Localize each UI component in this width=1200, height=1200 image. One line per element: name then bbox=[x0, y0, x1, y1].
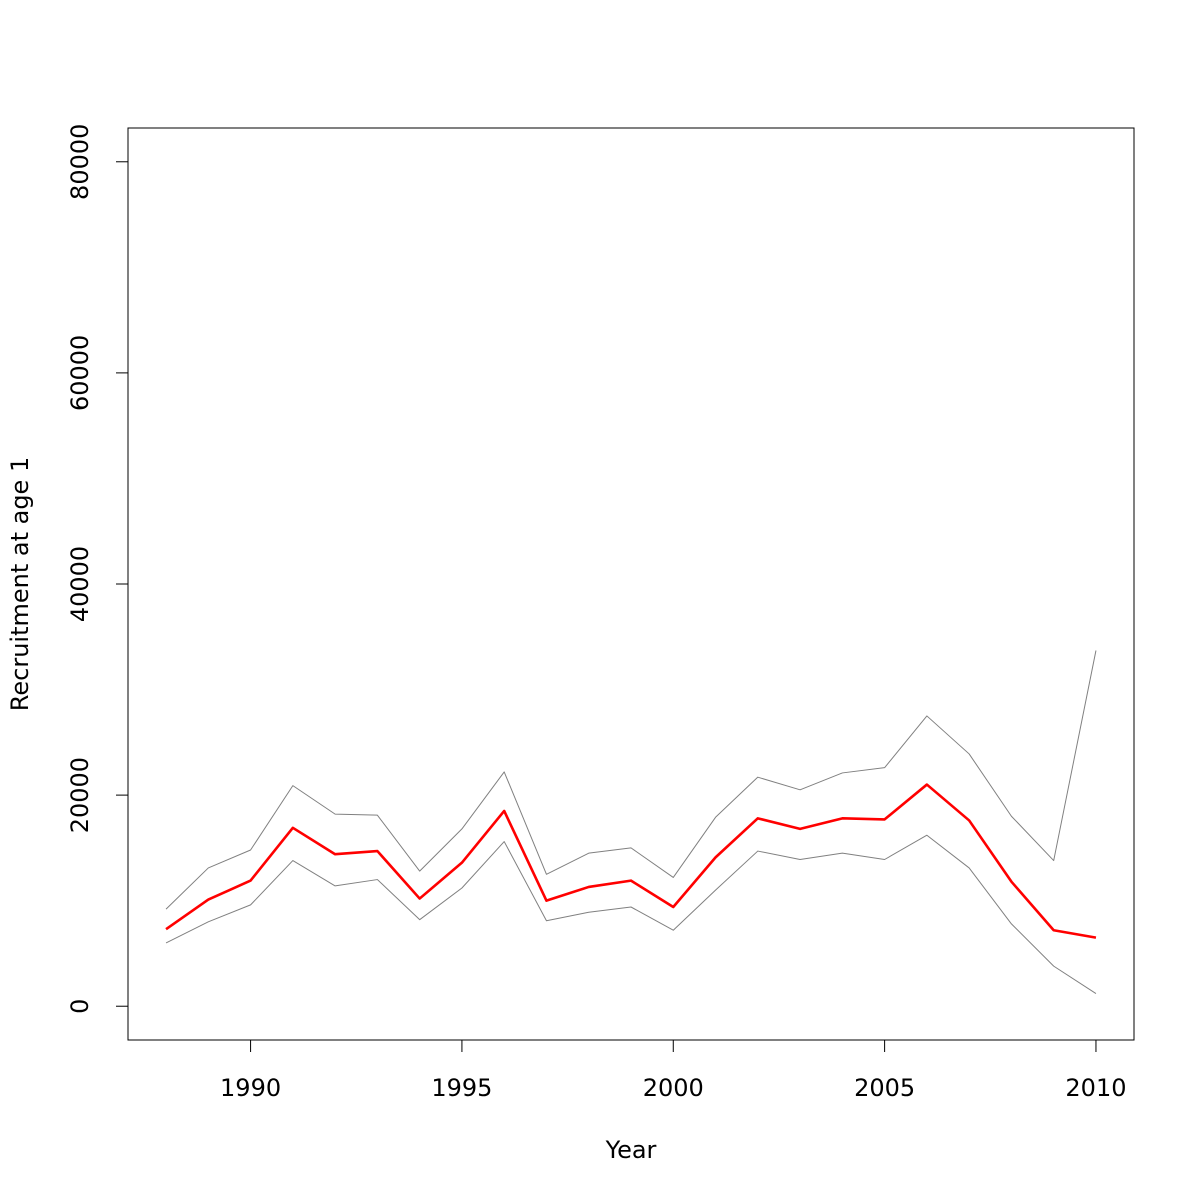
y-tick-label: 40000 bbox=[66, 546, 94, 622]
x-axis: 1990 1995 2000 2005 2010 bbox=[220, 1039, 1126, 1102]
y-tick-label: 80000 bbox=[66, 124, 94, 200]
y-axis: 0 20000 40000 60000 80000 bbox=[66, 124, 129, 1014]
y-tick-label: 60000 bbox=[66, 335, 94, 411]
plot-frame bbox=[127, 127, 1135, 1041]
series-line-lower bbox=[165, 834, 1097, 994]
x-tick-label: 2010 bbox=[1065, 1074, 1126, 1102]
y-tick-label: 20000 bbox=[66, 757, 94, 833]
x-tick-label: 2000 bbox=[643, 1074, 704, 1102]
series-layer bbox=[165, 650, 1097, 994]
x-tick-label: 1995 bbox=[431, 1074, 492, 1102]
y-axis-label: Recruitment at age 1 bbox=[6, 457, 34, 711]
series-line-upper bbox=[165, 650, 1097, 910]
y-tick-label: 0 bbox=[66, 999, 94, 1014]
series-line-estimate bbox=[165, 783, 1097, 939]
x-tick-label: 1990 bbox=[220, 1074, 281, 1102]
x-axis-label: Year bbox=[605, 1136, 657, 1164]
x-tick-label: 2005 bbox=[854, 1074, 915, 1102]
